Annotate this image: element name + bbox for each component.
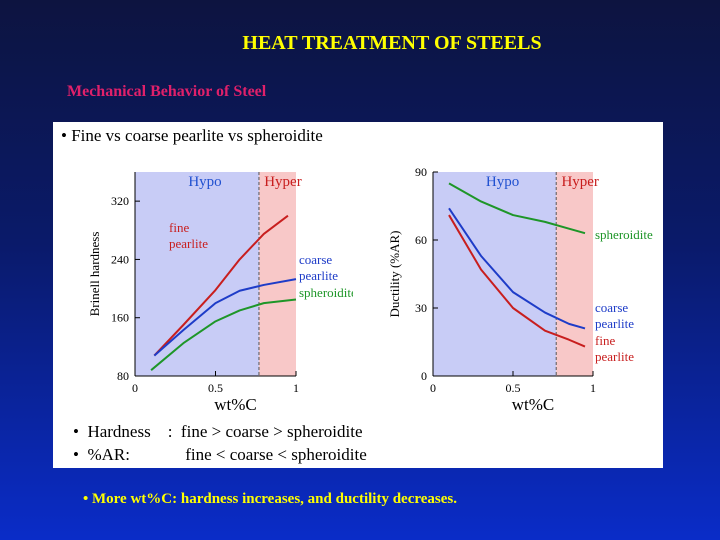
series-line-coarse-pearlite	[153, 278, 297, 357]
y-axis-label: Ductility (%AR)	[387, 230, 402, 317]
slide-subtitle: Mechanical Behavior of Steel	[67, 83, 267, 100]
series-line-coarse-pearlite	[448, 207, 586, 330]
y-tick-label: 160	[111, 311, 129, 325]
region-hyper	[556, 172, 593, 376]
region-label-hyper: Hyper	[264, 174, 302, 190]
slide-title: HEAT TREATMENT OF STEELS	[242, 32, 542, 54]
figure-panel: • Fine vs coarse pearlite vs spheroidite…	[53, 122, 663, 468]
hardness-chart: Hypo Hyper 80 160 240 320 0 0.5 1 wt%C Brinell har…	[87, 172, 353, 414]
footer-note: • More wt%C: hardness increases, and duc…	[83, 491, 457, 507]
y-tick-label: 320	[111, 194, 129, 208]
y-tick-label: 0	[421, 369, 427, 383]
series-label-coarse-pearlite: coarse	[299, 252, 332, 267]
series-label-spheroidite: spheroidite	[595, 227, 653, 242]
y-tick-label: 240	[111, 252, 129, 266]
series-label-coarse-pearlite: pearlite	[299, 268, 338, 283]
series-line-spheroidite	[448, 182, 586, 235]
region-hypo	[135, 172, 259, 376]
x-tick-label: 0.5	[506, 381, 521, 395]
bullet-ductility: • %AR: fine < coarse < spheroidite	[73, 445, 367, 464]
series-label-fine-pearlite: fine	[595, 333, 615, 348]
x-tick-label: 0	[430, 381, 436, 395]
y-axis-label: Brinell hardness	[87, 232, 102, 317]
region-label-hypo: Hypo	[486, 174, 519, 190]
region-hyper	[258, 172, 296, 376]
series-label-fine-pearlite: pearlite	[595, 349, 634, 364]
series-label-coarse-pearlite: coarse	[595, 300, 628, 315]
x-tick-label: 0	[132, 381, 138, 395]
region-label-hyper: Hyper	[561, 174, 599, 190]
ductility-chart: Hypo Hyper 0 30 60 90 0 0.5 1 wt%C Ductility (%AR)…	[387, 165, 653, 414]
series-label-coarse-pearlite: pearlite	[595, 316, 634, 331]
bullet-hardness: • Hardness : fine > coarse > spheroidite	[73, 422, 363, 441]
x-tick-label: 1	[590, 381, 596, 395]
series-line-fine-pearlite	[448, 214, 586, 348]
region-label-hypo: Hypo	[188, 174, 221, 190]
series-label-fine-pearlite: pearlite	[169, 236, 208, 251]
x-axis-label: wt%C	[214, 395, 257, 414]
x-tick-label: 1	[293, 381, 299, 395]
series-line-spheroidite	[150, 298, 297, 371]
x-axis-label: wt%C	[512, 395, 555, 414]
y-tick-label: 60	[415, 233, 427, 247]
y-tick-label: 90	[415, 165, 427, 179]
y-tick-label: 80	[117, 369, 129, 383]
comparison-bullets: • Hardness : fine > coarse > spheroidite…	[73, 420, 367, 466]
series-label-fine-pearlite: fine	[169, 220, 189, 235]
series-label-spheroidite: spheroidite	[299, 285, 353, 300]
region-hypo	[433, 172, 557, 376]
y-tick-label: 30	[415, 301, 427, 315]
series-line-fine-pearlite	[153, 214, 289, 357]
panel-heading: • Fine vs coarse pearlite vs spheroidite	[61, 126, 323, 145]
x-tick-label: 0.5	[208, 381, 223, 395]
